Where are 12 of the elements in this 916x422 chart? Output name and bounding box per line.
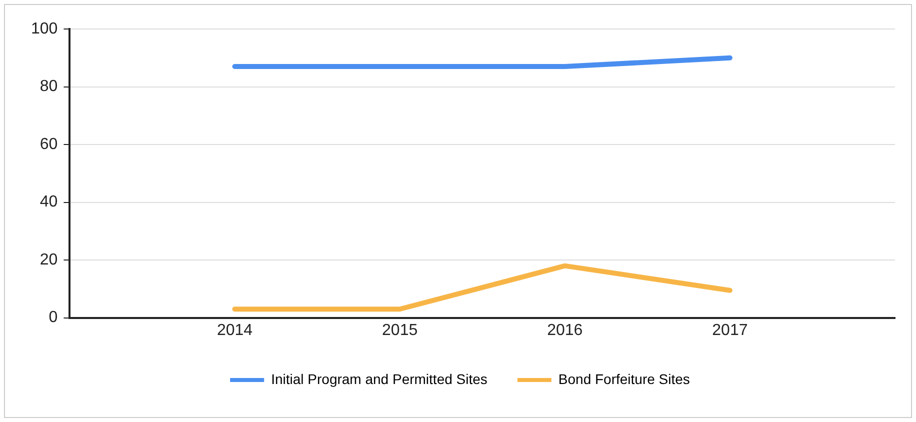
- y-tick-label: 60: [40, 136, 58, 153]
- y-tick-label: 40: [40, 194, 58, 211]
- y-tick-label: 20: [40, 251, 58, 268]
- y-tick-label: 0: [48, 309, 58, 326]
- legend-label: Bond Forfeiture Sites: [558, 370, 690, 387]
- y-tick-label: 100: [30, 20, 58, 38]
- y-tick-label: 80: [40, 78, 58, 96]
- legend-label: Initial Program and Permitted Sites: [271, 370, 488, 387]
- x-tick-label: 2014: [216, 322, 253, 339]
- x-tick-label: 2016: [547, 322, 583, 339]
- x-tick-label: 2017: [712, 322, 748, 339]
- x-tick-label: 2015: [382, 322, 418, 339]
